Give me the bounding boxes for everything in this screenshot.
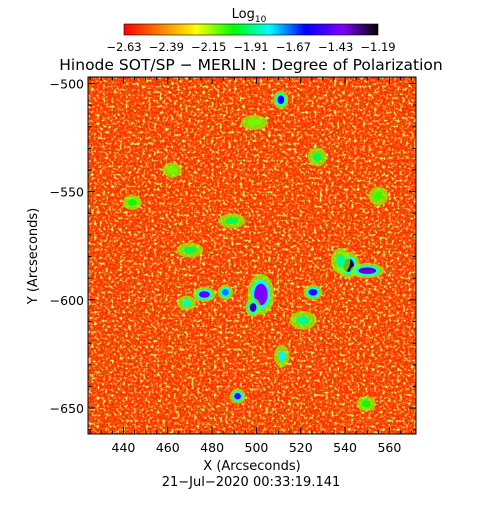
heatmap-patch: [361, 400, 371, 407]
heatmap-patch: [296, 316, 310, 325]
heatmap-patch: [358, 267, 377, 274]
heatmap-patch: [127, 199, 137, 206]
chart-title: Hinode SOT/SP − MERLIN : Degree of Polar…: [59, 56, 442, 74]
x-tick-label: 560: [377, 440, 401, 455]
heatmap-patch: [373, 191, 383, 201]
colorbar-tick-label: −1.43: [318, 40, 353, 54]
y-axis-label: Y (Arcseconds): [26, 208, 41, 305]
heatmap-patch: [183, 246, 197, 254]
heatmap-patch: [247, 119, 261, 126]
heatmap-patch: [225, 217, 239, 225]
y-tick-label: −500: [50, 76, 84, 91]
heatmap-patch: [222, 289, 229, 296]
colorbar-label: Log10: [232, 7, 267, 25]
y-tick-label: −550: [50, 185, 84, 200]
colorbar-tick-label: −1.19: [360, 40, 395, 54]
heatmap-patch: [249, 303, 257, 312]
heatmap-patch: [278, 350, 286, 362]
colorbar-tick-label: −2.63: [106, 40, 141, 54]
heatmap-patch: [308, 289, 318, 296]
x-tick-label: 520: [289, 440, 313, 455]
timestamp-footer: 21−Jul−2020 00:33:19.141: [162, 475, 341, 490]
heatmap-patch: [182, 299, 192, 307]
heatmap-patch: [234, 392, 241, 400]
heatmap-grain-green: [88, 77, 416, 434]
colorbar-tick-labels: −2.63 −2.39 −2.15 −1.91 −1.67 −1.43 −1.19: [106, 40, 395, 54]
heatmap-patch: [336, 254, 346, 268]
x-tick-label: 480: [200, 440, 224, 455]
x-tick-label: 440: [112, 440, 136, 455]
colorbar-tick-label: −1.67: [276, 40, 311, 54]
colorbar-tick-label: −2.39: [149, 40, 184, 54]
y-tick-label: −650: [50, 401, 84, 416]
heatmap-patch: [277, 95, 285, 105]
x-tick-label: 460: [156, 440, 180, 455]
x-tick-label: 540: [333, 440, 357, 455]
x-tick-label: 500: [245, 440, 269, 455]
heatmap-patch: [198, 291, 210, 298]
heatmap-patch: [312, 152, 322, 162]
plot-frame: [87, 76, 417, 435]
y-tick-label: −600: [50, 293, 84, 308]
colorbar: [123, 23, 379, 36]
x-axis-label: X (Arcseconds): [203, 459, 300, 474]
heatmap-patches: [122, 90, 388, 412]
colorbar-tick-label: −2.15: [191, 40, 226, 54]
axes: 440 460 480 500 520 540 560 −500 −550 −600 −650: [50, 76, 416, 455]
colorbar-tick-label: −1.91: [233, 40, 268, 54]
heatmap-image: [88, 77, 416, 434]
heatmap-patch: [167, 166, 177, 174]
